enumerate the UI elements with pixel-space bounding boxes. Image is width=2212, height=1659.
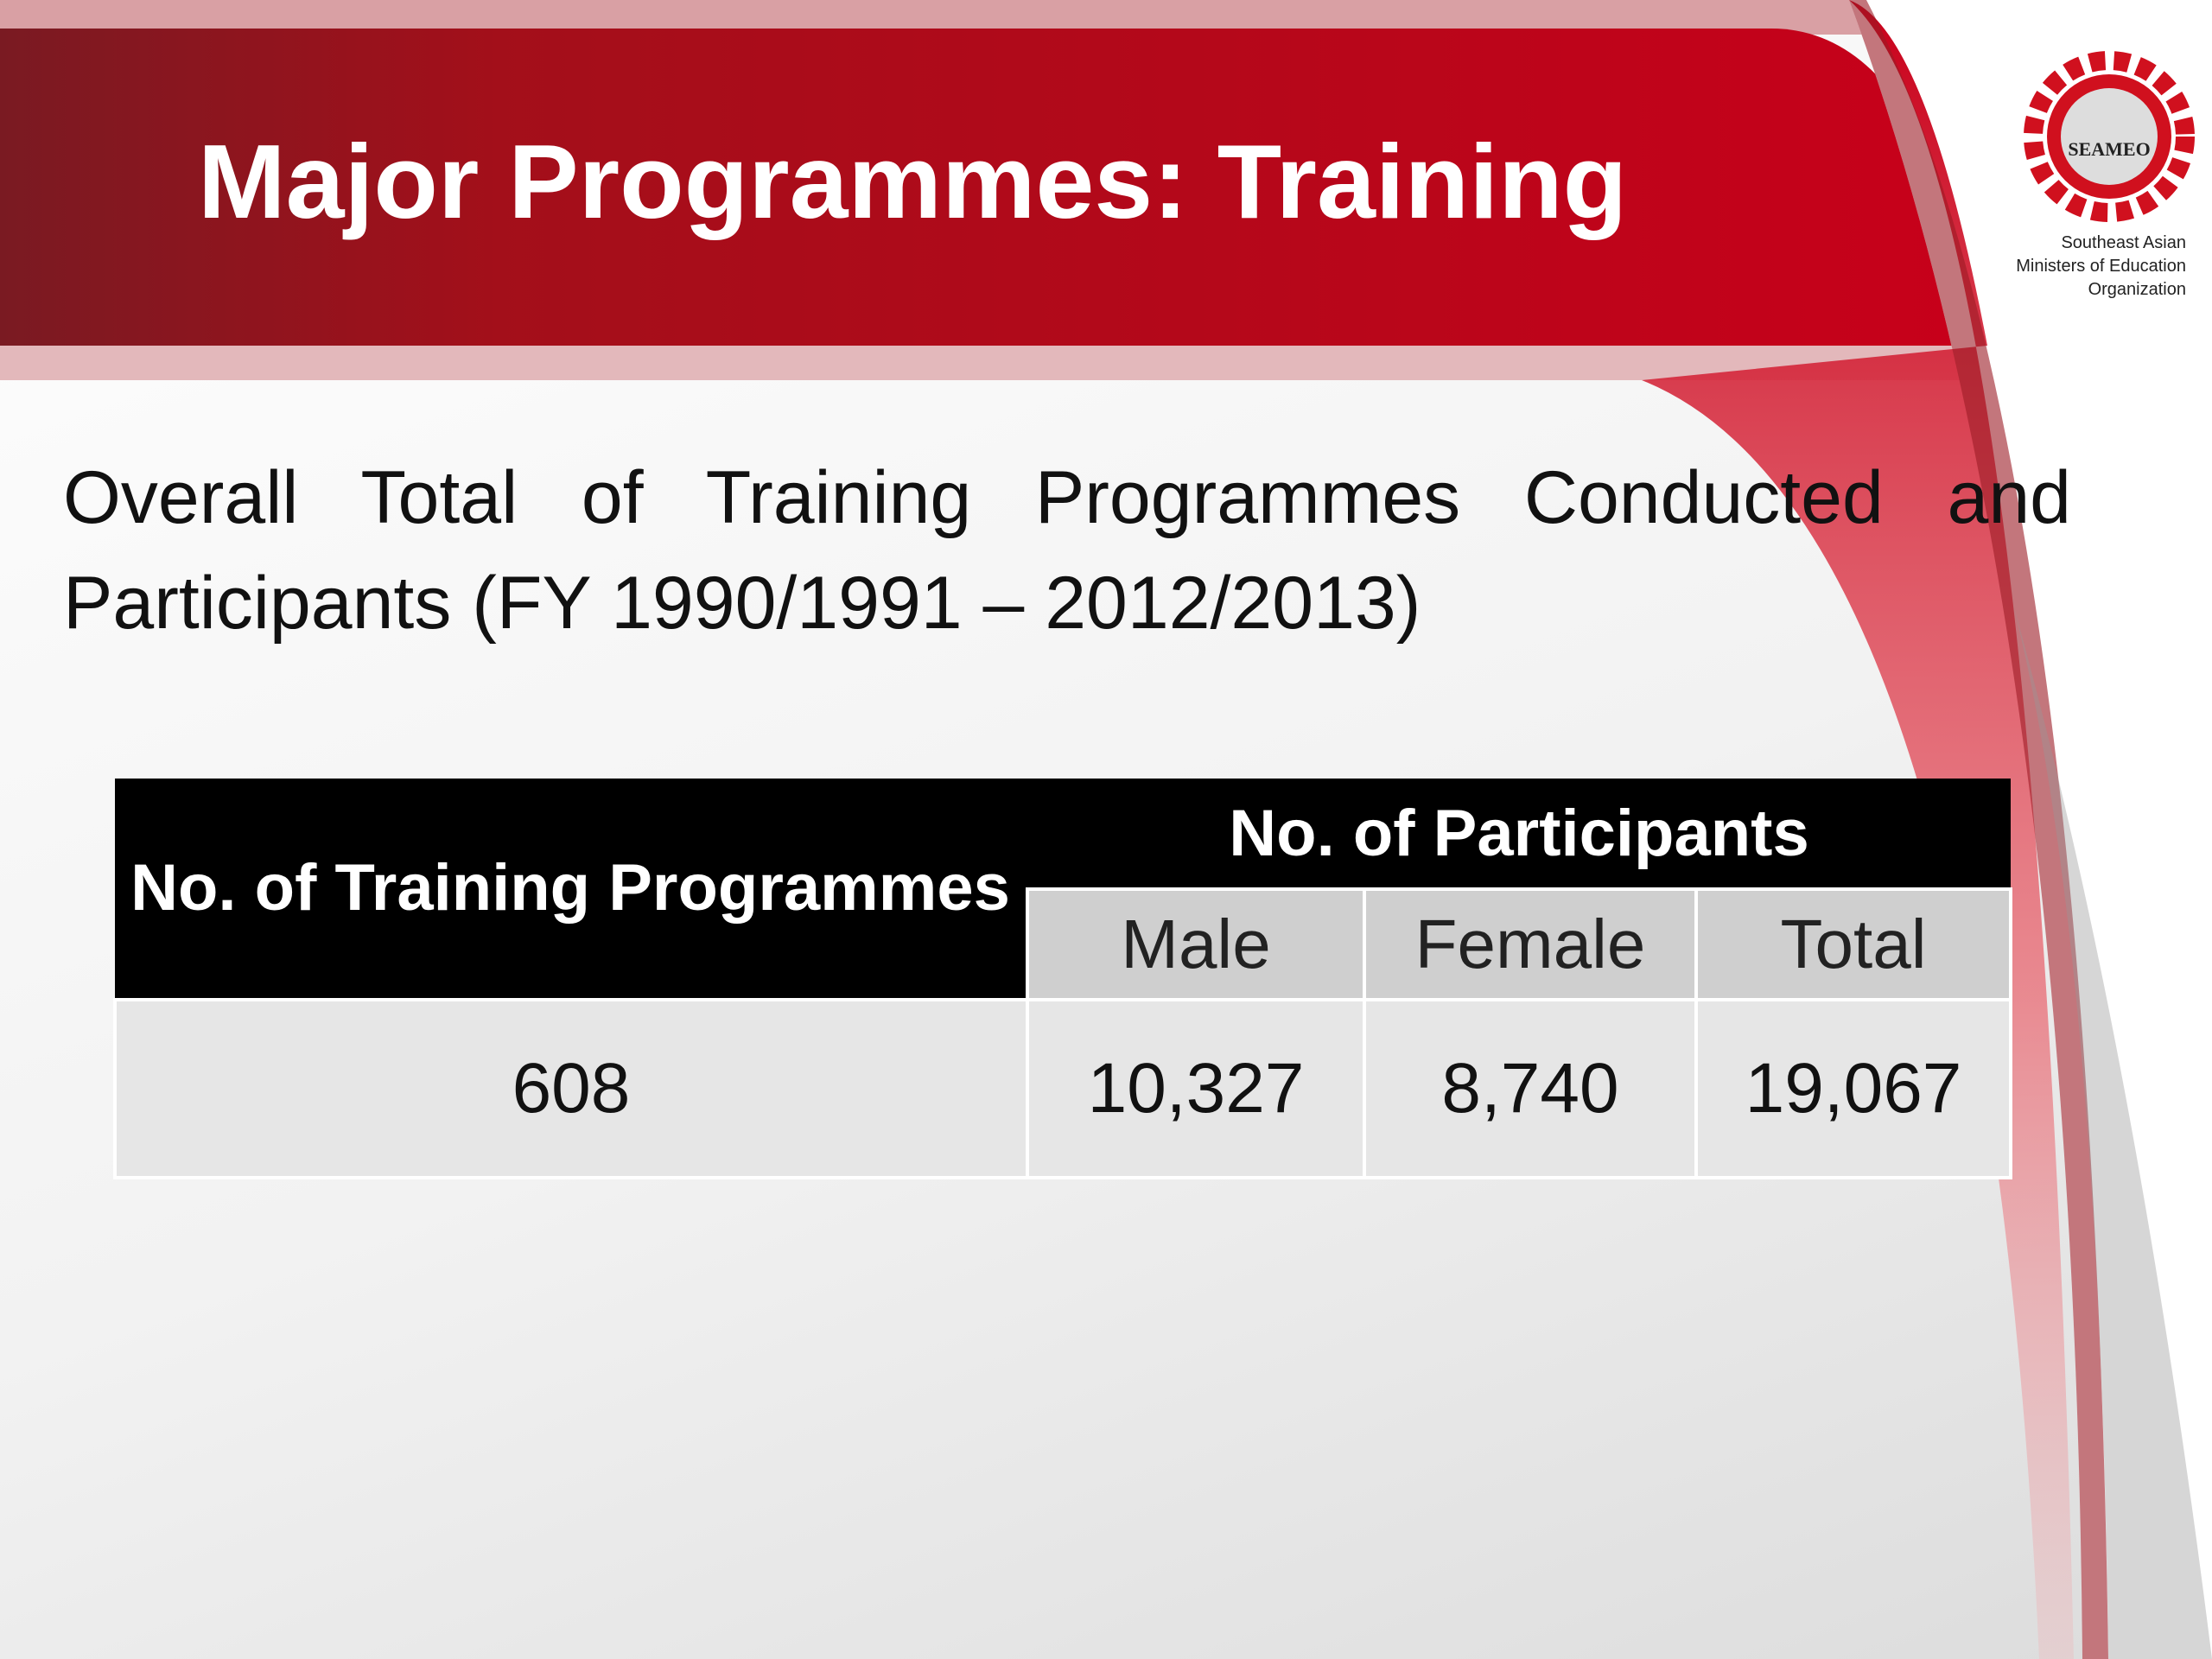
title: Major Programmes: Training [198,123,1628,240]
swoosh-edge [1849,0,2108,1659]
cell: 8,740 [1363,998,1698,1179]
top-strip [0,0,2212,35]
cell: 10,327 [1026,998,1366,1179]
header-cell: Total [1694,887,2013,1001]
grey-edge [2013,605,2212,1659]
cell: 19,067 [1694,998,2013,1179]
subtitle: Overall Total of Training Programmes Con… [63,456,2071,645]
header-cell: No. of Training Programmes [115,779,1027,1000]
logo-caption-line: Organization [2088,280,2186,299]
logo-name: SEAMEO [2068,138,2150,160]
title-band [0,29,1987,346]
header-cell: Male [1026,887,1366,1001]
data-table: No. of Training Programmes No. of Partic… [113,779,2013,1179]
logo-area [1849,0,2212,1659]
cell: 608 [113,998,1029,1179]
header-cell: No. of Participants [1027,779,2012,889]
header-cell: Female [1363,887,1698,1001]
swoosh [1642,0,2074,1659]
logo: SEAMEO [2024,51,2195,222]
band-shadow [0,346,1996,380]
logo-caption-line: Southeast Asian [2061,233,2186,252]
logo-caption: Southeast Asian Ministers of Education O… [2016,232,2186,302]
logo-caption-line: Ministers of Education [2016,257,2186,276]
